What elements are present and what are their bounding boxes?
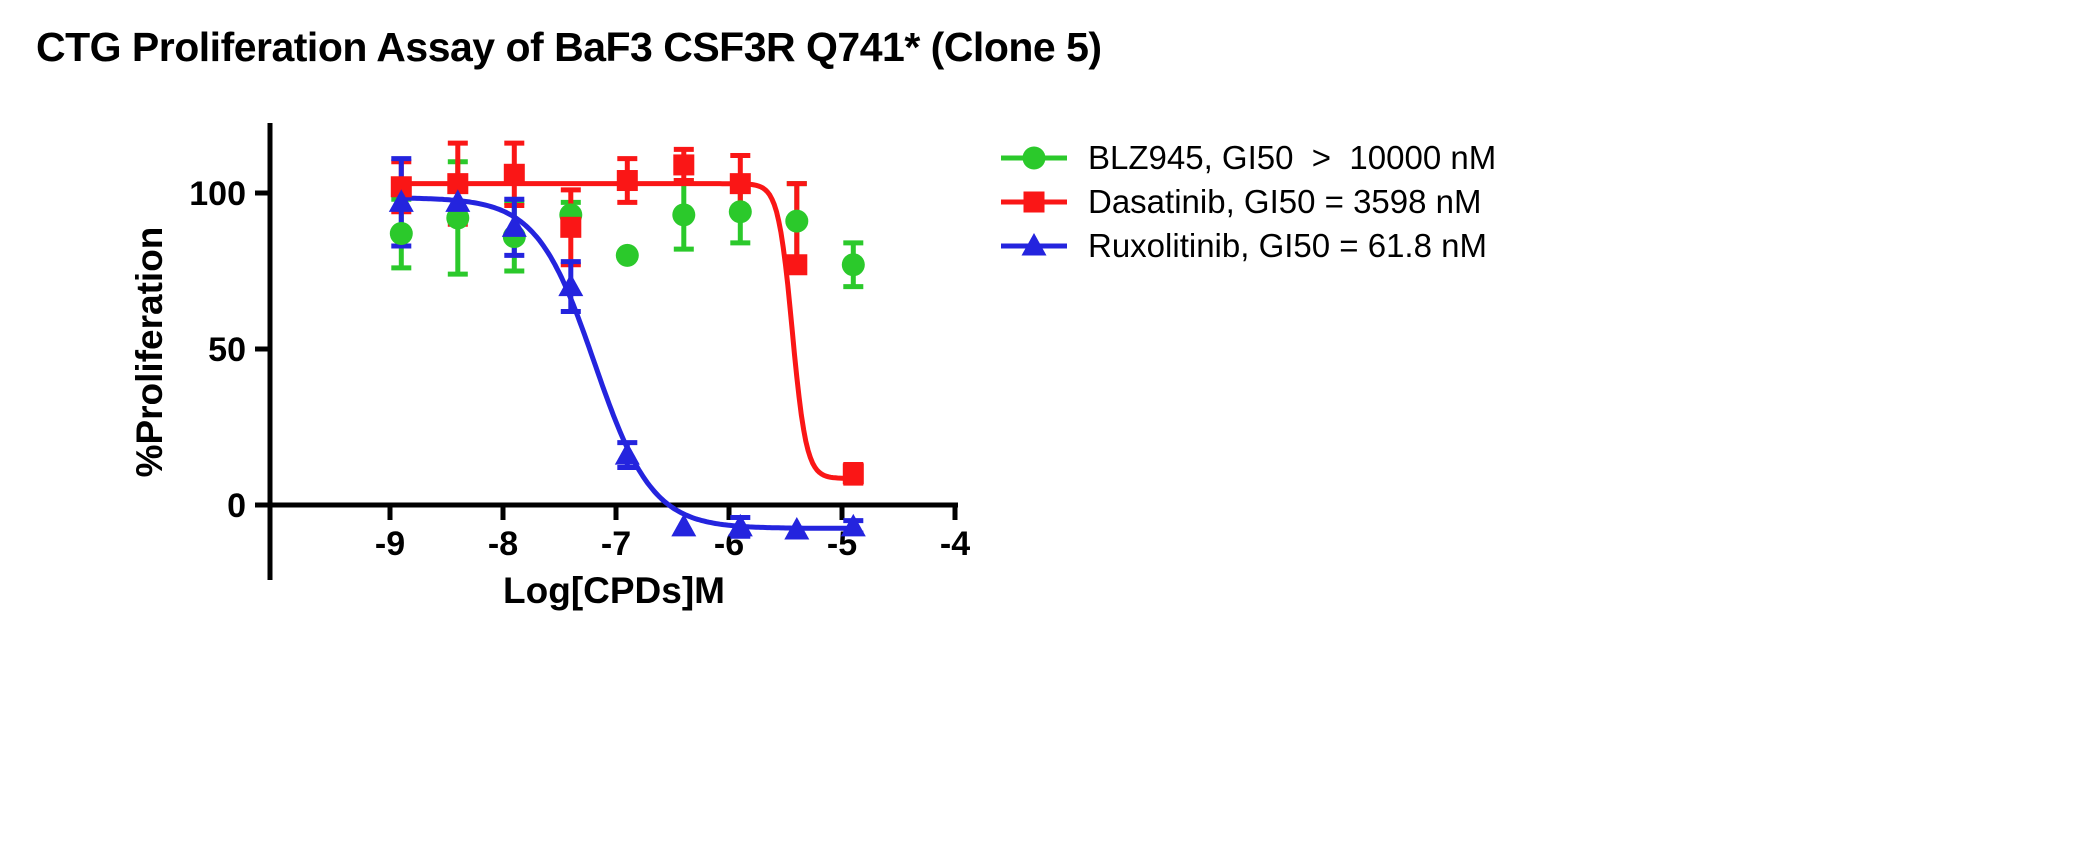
circle-marker [785, 209, 809, 233]
legend-label: Dasatinib, GI50 = 3598 nM [1088, 183, 1482, 220]
y-axis-label: %Proliferation [129, 227, 170, 478]
square-marker [729, 173, 751, 195]
circle-marker [446, 206, 470, 230]
circle-marker [389, 222, 413, 246]
triangle-marker [784, 516, 810, 540]
circle-marker-icon [1001, 146, 1067, 170]
x-tick-label: -7 [601, 525, 631, 563]
legend-item-dasatinib: Dasatinib, GI50 = 3598 nM [998, 185, 1496, 219]
square-marker [616, 170, 638, 192]
x-axis-label: Log[CPDs]M [503, 570, 725, 611]
triangle-marker [388, 189, 414, 212]
x-tick-label: -8 [488, 525, 518, 563]
chart-title: CTG Proliferation Assay of BaF3 CSF3R Q7… [36, 24, 1102, 70]
triangle-marker [727, 513, 753, 537]
triangle-marker [558, 273, 584, 297]
circle-marker [672, 203, 696, 227]
square-marker [842, 463, 864, 485]
legend-label: Ruxolitinib, GI50 = 61.8 nM [1088, 227, 1487, 264]
square-marker [503, 163, 525, 185]
circle-marker [728, 200, 752, 224]
y-tick-label: 50 [208, 331, 246, 369]
square-marker [1023, 191, 1045, 213]
square-marker [447, 173, 469, 195]
square-marker-icon [1001, 191, 1067, 213]
square-marker [673, 154, 695, 176]
triangle-marker [501, 214, 527, 237]
markers-dasatinib [390, 154, 864, 485]
triangle-marker [614, 442, 640, 465]
triangle-marker [1021, 233, 1047, 256]
triangle-marker-icon [1001, 233, 1067, 256]
legend-item-blz945: BLZ945, GI50 > 10000 nM [998, 141, 1496, 175]
x-tick-label: -4 [940, 525, 970, 563]
y-tick-label: 0 [227, 487, 246, 525]
circle-marker [1022, 146, 1046, 170]
square-marker [786, 254, 808, 276]
legend-item-ruxolitinib: Ruxolitinib, GI50 = 61.8 nM [998, 229, 1496, 263]
square-marker [390, 176, 412, 198]
x-tick-label: -9 [375, 525, 405, 563]
square-marker [560, 216, 582, 238]
circle-marker [841, 253, 865, 277]
markers-ruxolitinib [388, 189, 866, 540]
legend-label: BLZ945, GI50 > 10000 nM [1088, 139, 1497, 176]
triangle-marker [671, 513, 697, 537]
circle-marker [615, 243, 639, 267]
y-tick-label: 100 [189, 175, 246, 213]
triangle-marker [840, 513, 866, 537]
legend: BLZ945, GI50 > 10000 nM Dasatinib, GI50 =… [998, 141, 1496, 263]
triangle-marker [445, 189, 471, 212]
